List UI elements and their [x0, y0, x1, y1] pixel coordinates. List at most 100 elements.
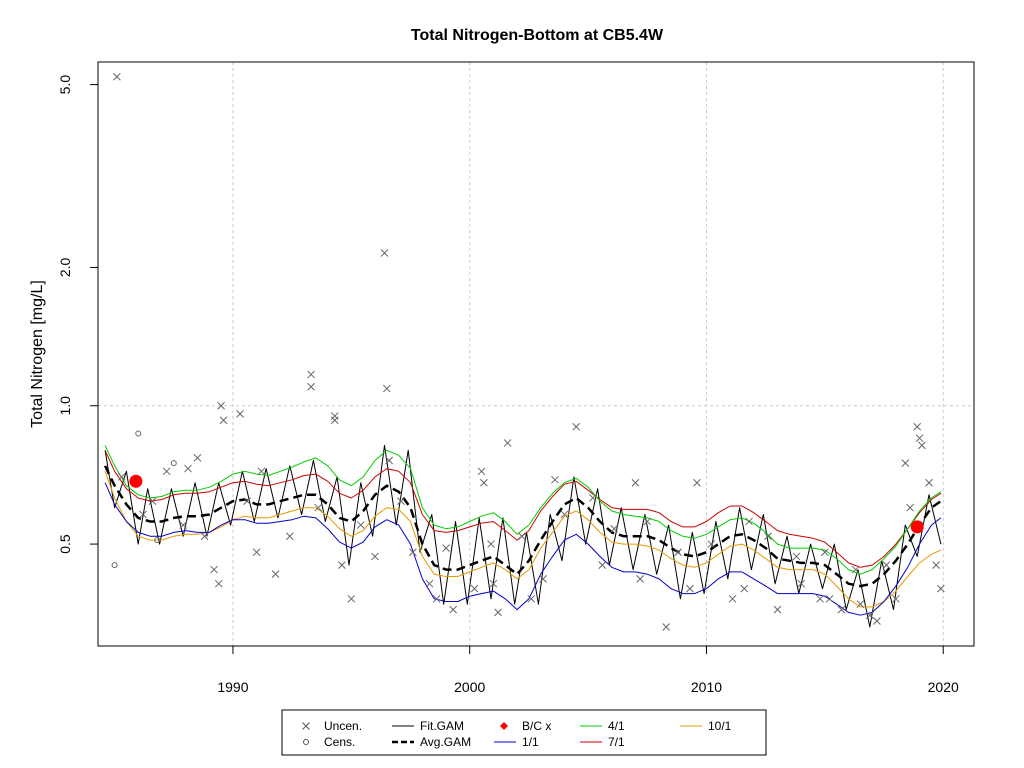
legend-item: Avg.GAM: [392, 735, 471, 749]
uncensored-point: [693, 478, 701, 487]
uncensored-point: [631, 478, 640, 487]
uncensored-point: [503, 439, 512, 447]
uncensored-point: [425, 579, 434, 588]
uncensored-point: [210, 565, 218, 574]
uncensored-point: [382, 384, 391, 393]
uncensored-point: [307, 382, 315, 391]
plot-frame: [97, 61, 975, 647]
series-1-1-line: [104, 482, 942, 616]
uncensored-point: [243, 497, 252, 506]
legend-label: Cens.: [324, 735, 355, 749]
uncensored-point: [162, 467, 171, 476]
legend-item: Cens.: [303, 735, 355, 749]
uncensored-point: [356, 521, 365, 529]
legend-label: 1/1: [522, 735, 539, 749]
uncensored-point: [477, 467, 486, 476]
legend-item: 7/1: [580, 735, 625, 749]
uncensored-point: [179, 521, 188, 529]
legend-box: [281, 709, 767, 756]
uncensored-point: [740, 584, 749, 593]
uncensored-point: [882, 561, 891, 569]
uncensored-point: [236, 410, 244, 418]
uncensored-point: [816, 594, 824, 603]
legend-label: 4/1: [608, 719, 625, 733]
series-10-1-line: [104, 471, 942, 608]
bc-point: [910, 520, 924, 534]
uncensored-point: [937, 584, 945, 593]
uncensored-point: [338, 561, 346, 569]
uncensored-point: [480, 478, 488, 487]
y-tick-label: 1.0: [57, 396, 73, 416]
legend-item: 4/1: [580, 719, 625, 733]
legend-item: Fit.GAM: [392, 719, 464, 733]
legend-label: 10/1: [708, 719, 732, 733]
uncensored-point: [820, 548, 829, 557]
uncensored-point: [470, 584, 479, 593]
uncensored-point: [915, 434, 924, 443]
uncensored-point: [219, 416, 228, 425]
x-tick-label: 1990: [217, 679, 248, 695]
uncensored-point: [925, 478, 933, 487]
uncensored-point: [560, 510, 569, 519]
uncensored-point: [674, 548, 682, 557]
uncensored-point: [913, 422, 922, 431]
uncensored-point: [409, 548, 417, 557]
uncensored-point: [707, 540, 716, 548]
uncensored-point: [851, 565, 860, 574]
uncensored-point: [598, 561, 607, 569]
y-tick-label: 0.5: [57, 534, 73, 554]
uncensored-point: [686, 584, 694, 593]
uncensored-point: [184, 464, 192, 473]
uncensored-point: [347, 594, 356, 603]
censored-point: [135, 430, 142, 437]
legend-item: Uncen.: [302, 719, 362, 733]
uncensored-point: [797, 579, 806, 588]
uncensored-point: [825, 594, 834, 603]
uncensored-point: [837, 605, 846, 614]
uncensored-point: [662, 623, 671, 631]
uncensored-point: [865, 611, 874, 620]
legend-items: Uncen. Cens. Fit.GAM Avg.GAM B/C x 1/1 4/1 7/1 1…: [302, 719, 732, 749]
uncensored-point: [906, 503, 914, 512]
x-tick-label: 2000: [454, 679, 485, 695]
uncensored-point: [285, 532, 294, 541]
uncensored-point: [873, 617, 881, 625]
uncensored-point: [643, 517, 652, 526]
uncensored-point: [610, 524, 618, 533]
uncensored-point: [572, 422, 581, 431]
uncensored-point: [918, 441, 926, 450]
uncensored-point: [449, 605, 457, 614]
series-lines-layer: [103, 445, 942, 616]
uncensored-point: [792, 552, 801, 561]
uncensored-point: [217, 401, 225, 410]
legend-item: 1/1: [494, 735, 539, 749]
uncensored-point: [764, 532, 772, 541]
uncensored-point: [314, 503, 323, 512]
uncensored-point: [307, 370, 315, 379]
uncensored-point: [385, 456, 394, 465]
bc-point: [129, 474, 143, 488]
uncensored-point: [193, 454, 202, 462]
legend-item: 10/1: [680, 719, 732, 733]
legend-label: Fit.GAM: [420, 719, 464, 733]
uncensored-point: [487, 540, 495, 548]
y-axis-label: Total Nitrogen [mg/L]: [29, 280, 46, 428]
uncensored-point: [371, 552, 379, 561]
avg-gam-line: [103, 465, 942, 588]
uncensored-point: [489, 579, 498, 588]
uncensored-point: [539, 575, 547, 583]
uncensored-point: [252, 548, 261, 557]
chart-title: Total Nitrogen-Bottom at CB5.4W: [411, 27, 664, 44]
censored-point: [170, 460, 177, 467]
uncensored-point: [932, 561, 940, 569]
uncensored-point: [442, 544, 450, 552]
uncensored-point: [517, 532, 526, 541]
legend-label: Avg.GAM: [420, 735, 471, 749]
uncensored-point: [745, 517, 753, 526]
uncensored-point: [271, 570, 280, 579]
legend: Uncen. Cens. Fit.GAM Avg.GAM B/C x 1/1 4/1 7/1 1…: [281, 709, 767, 756]
uncensored-point: [214, 579, 223, 588]
uncensored-point: [901, 459, 910, 468]
uncensored-point: [380, 249, 389, 257]
